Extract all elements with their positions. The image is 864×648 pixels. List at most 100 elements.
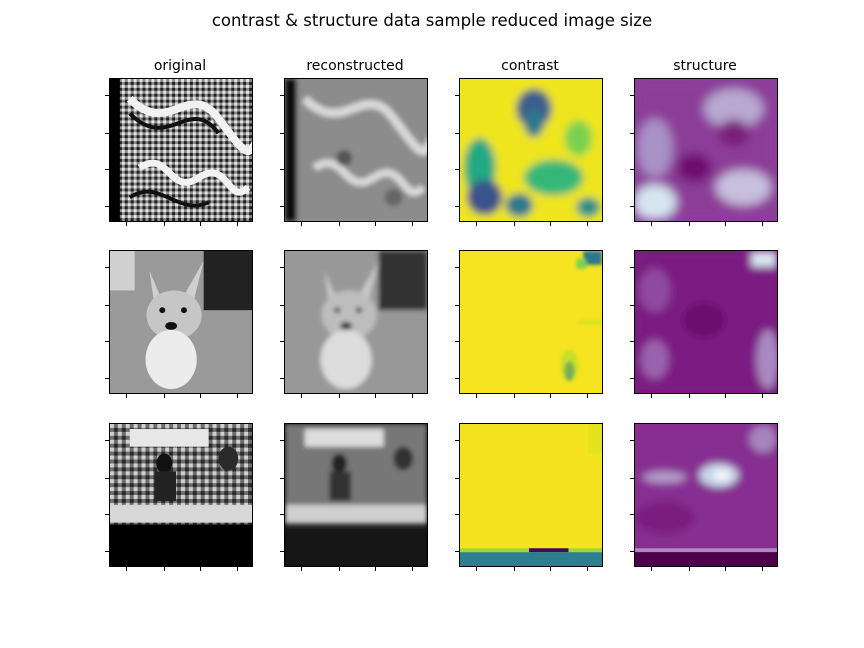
y-tick — [630, 206, 634, 207]
x-tick — [164, 567, 165, 571]
y-tick — [105, 305, 109, 306]
x-tick — [587, 222, 588, 226]
x-tick — [514, 222, 515, 226]
y-tick — [455, 551, 459, 552]
figure-title: contrast & structure data sample reduced… — [211, 11, 653, 30]
x-tick — [375, 394, 376, 398]
y-tick — [630, 305, 634, 306]
x-tick — [412, 567, 413, 571]
y-tick — [630, 95, 634, 96]
x-tick — [762, 394, 763, 398]
x-tick — [762, 567, 763, 571]
y-tick — [455, 305, 459, 306]
panel-snake-reconstructed — [284, 78, 428, 222]
y-tick — [280, 478, 284, 479]
panel-crowd-contrast — [459, 423, 603, 567]
x-tick — [126, 567, 127, 571]
y-tick — [455, 169, 459, 170]
column-title-contrast: contrast — [501, 58, 559, 74]
x-tick — [689, 394, 690, 398]
y-tick — [630, 551, 634, 552]
x-tick — [301, 394, 302, 398]
y-tick — [630, 514, 634, 515]
y-tick — [280, 206, 284, 207]
x-tick — [689, 567, 690, 571]
panel-snake-contrast — [459, 78, 603, 222]
y-tick — [105, 169, 109, 170]
x-tick — [689, 222, 690, 226]
panel-snake-original — [109, 78, 253, 222]
y-tick — [105, 478, 109, 479]
y-tick — [105, 378, 109, 379]
y-tick — [630, 267, 634, 268]
column-title-structure: structure — [673, 58, 737, 74]
y-tick — [280, 133, 284, 134]
x-tick — [550, 567, 551, 571]
y-tick — [455, 478, 459, 479]
x-tick — [200, 567, 201, 571]
x-tick — [126, 222, 127, 226]
y-tick — [105, 267, 109, 268]
x-tick — [200, 394, 201, 398]
x-tick — [725, 567, 726, 571]
x-tick — [725, 394, 726, 398]
panel-snake-structure — [634, 78, 778, 222]
x-tick — [375, 222, 376, 226]
x-tick — [651, 222, 652, 226]
column-title-reconstructed: reconstructed — [306, 58, 404, 74]
panel-crowd-structure — [634, 423, 778, 567]
y-tick — [455, 378, 459, 379]
y-tick — [280, 551, 284, 552]
x-tick — [412, 394, 413, 398]
x-tick — [762, 222, 763, 226]
x-tick — [550, 222, 551, 226]
y-tick — [630, 133, 634, 134]
y-tick — [455, 267, 459, 268]
panel-dog-original — [109, 250, 253, 394]
panel-dog-contrast — [459, 250, 603, 394]
x-tick — [412, 222, 413, 226]
x-tick — [126, 394, 127, 398]
x-tick — [237, 222, 238, 226]
y-tick — [280, 514, 284, 515]
y-tick — [280, 440, 284, 441]
y-tick — [630, 341, 634, 342]
x-tick — [651, 567, 652, 571]
panel-crowd-reconstructed — [284, 423, 428, 567]
y-tick — [105, 206, 109, 207]
y-tick — [280, 378, 284, 379]
x-tick — [339, 394, 340, 398]
y-tick — [280, 305, 284, 306]
y-tick — [455, 514, 459, 515]
y-tick — [105, 514, 109, 515]
x-tick — [375, 567, 376, 571]
x-tick — [200, 222, 201, 226]
y-tick — [280, 95, 284, 96]
x-tick — [476, 394, 477, 398]
x-tick — [339, 222, 340, 226]
x-tick — [550, 394, 551, 398]
y-tick — [105, 341, 109, 342]
y-tick — [455, 95, 459, 96]
y-tick — [455, 206, 459, 207]
x-tick — [301, 222, 302, 226]
panel-dog-reconstructed — [284, 250, 428, 394]
y-tick — [280, 341, 284, 342]
y-tick — [455, 133, 459, 134]
y-tick — [630, 440, 634, 441]
x-tick — [476, 222, 477, 226]
x-tick — [237, 394, 238, 398]
x-tick — [587, 567, 588, 571]
y-tick — [280, 267, 284, 268]
y-tick — [630, 478, 634, 479]
x-tick — [164, 222, 165, 226]
y-tick — [630, 378, 634, 379]
column-title-original: original — [153, 58, 207, 74]
y-tick — [105, 95, 109, 96]
panel-dog-structure — [634, 250, 778, 394]
y-tick — [455, 341, 459, 342]
y-tick — [105, 440, 109, 441]
x-tick — [164, 394, 165, 398]
x-tick — [587, 394, 588, 398]
x-tick — [339, 567, 340, 571]
